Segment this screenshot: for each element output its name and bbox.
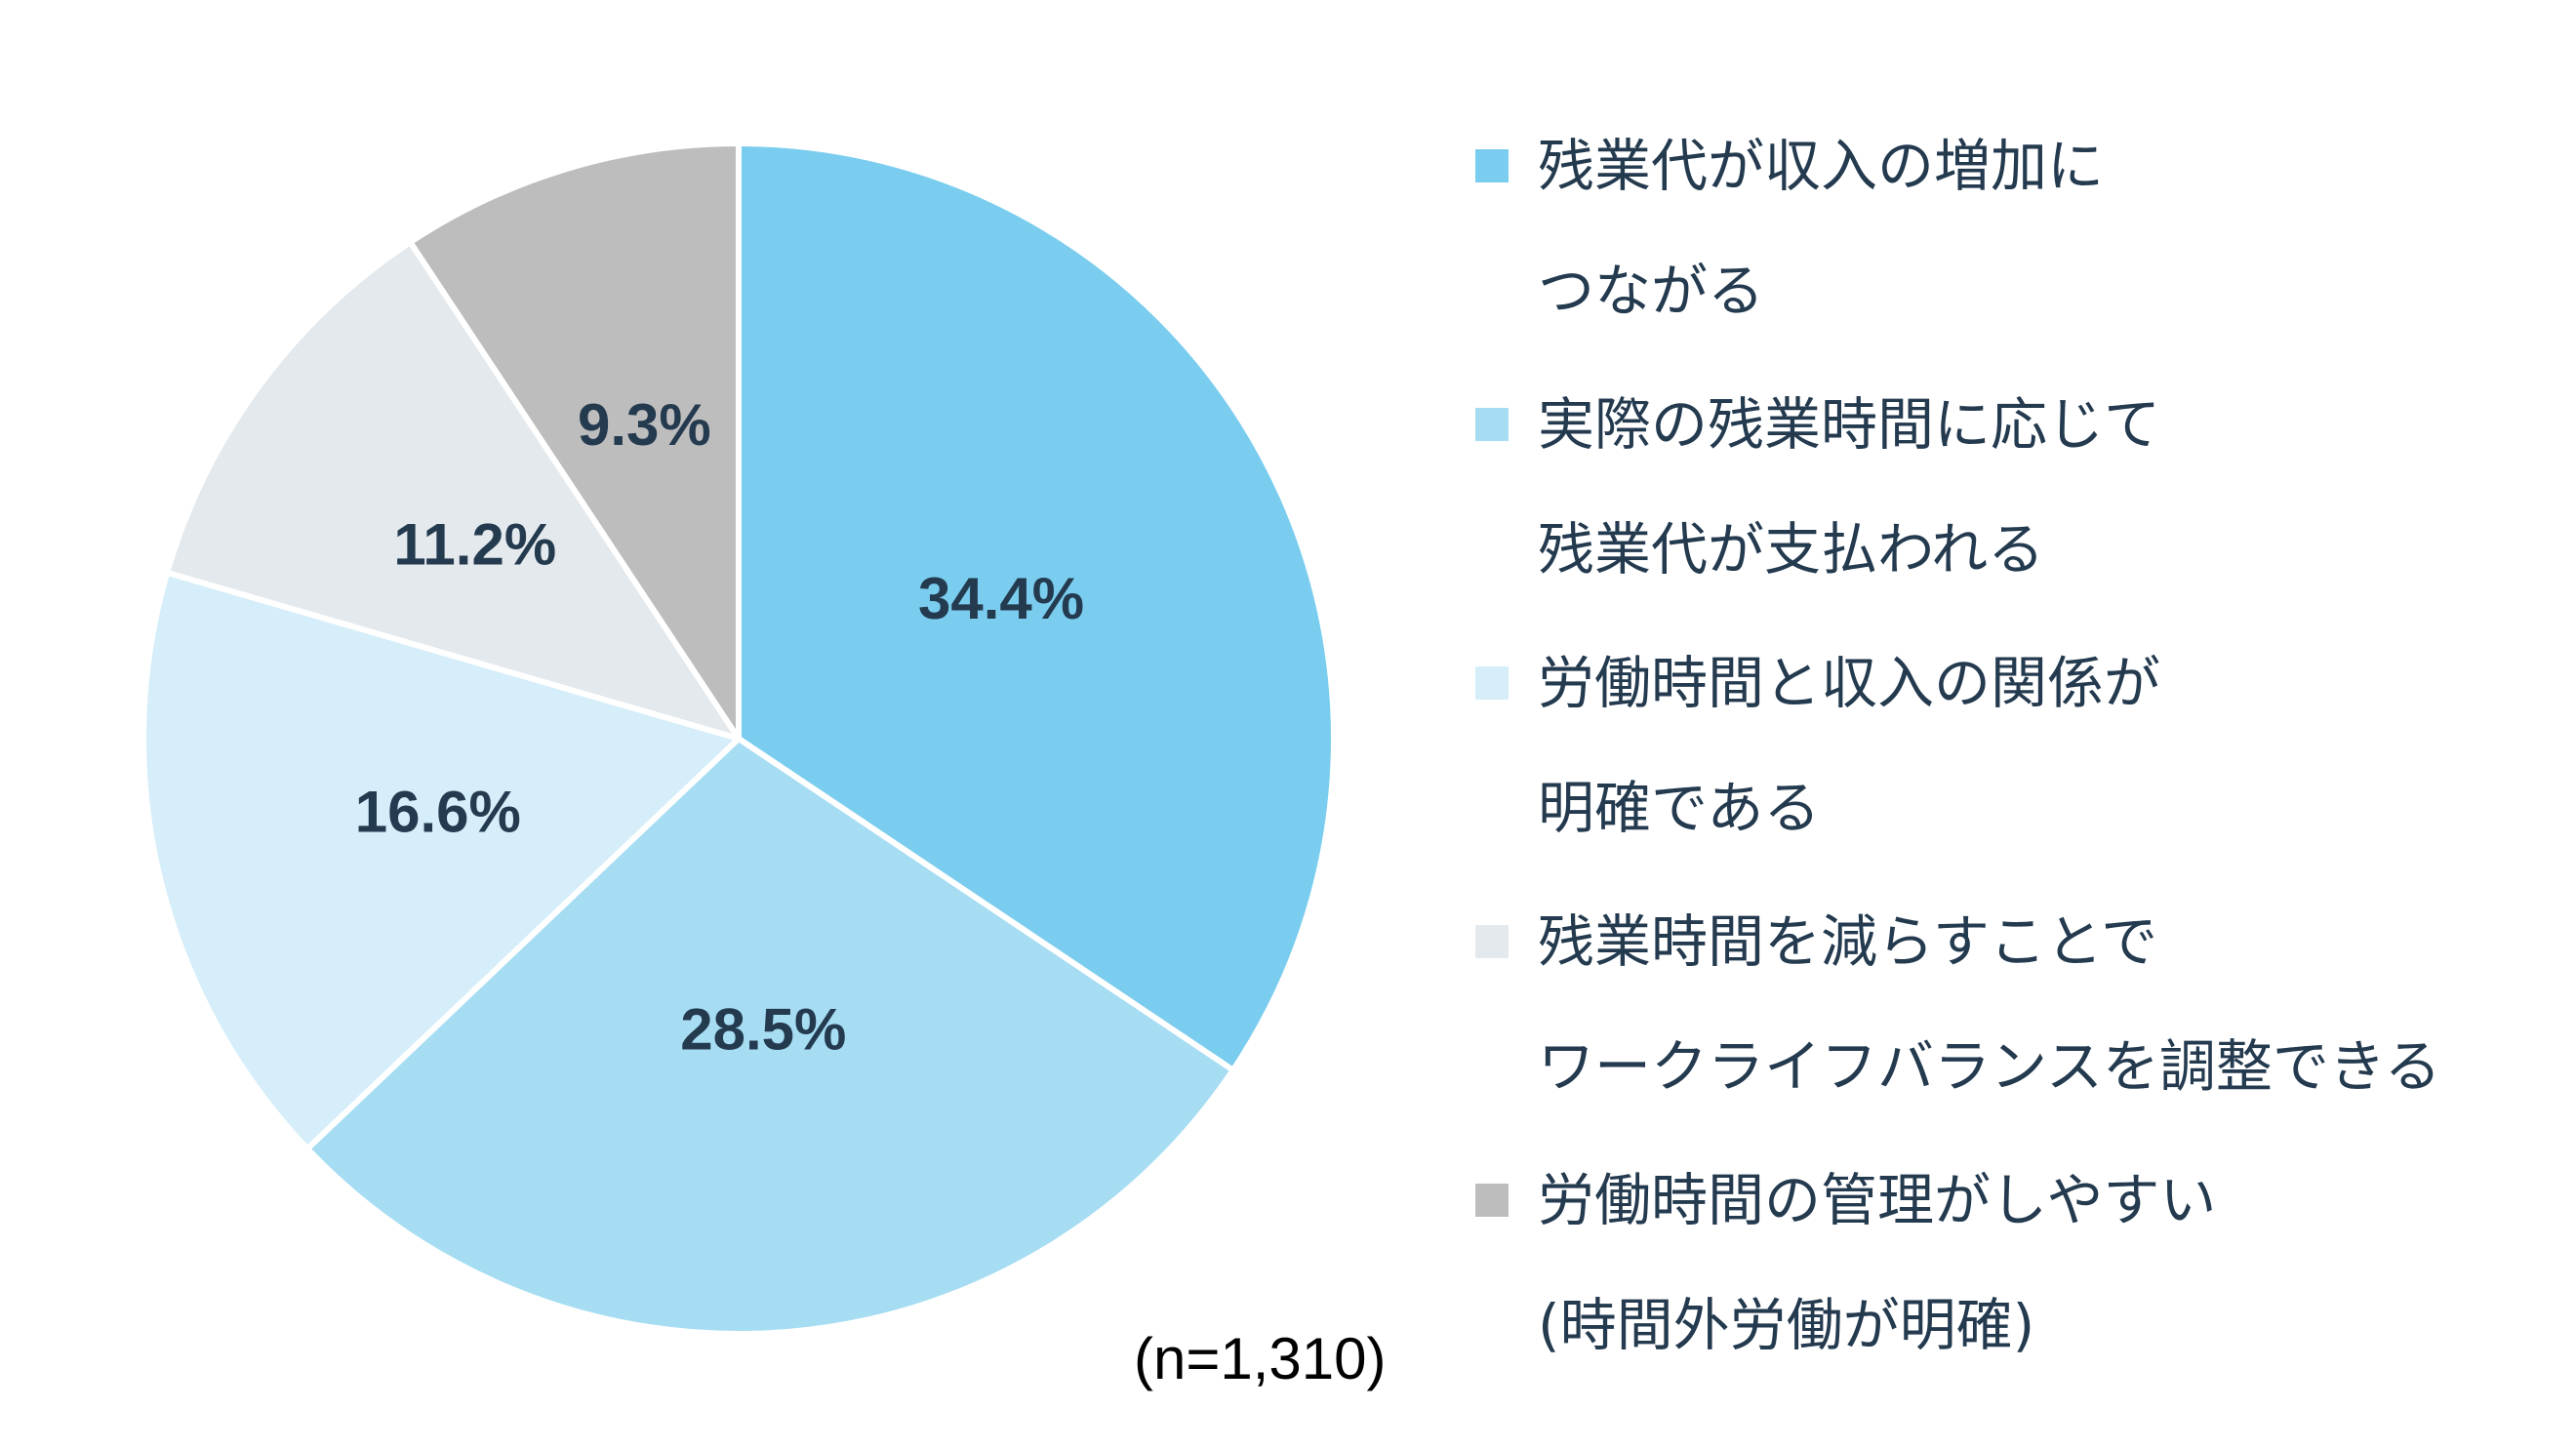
legend: 残業代が収入の増加につながる実際の残業時間に応じて残業代が支払われる労働時間と収… (1475, 133, 2441, 1358)
legend-label-3-line-2: 明確である (1538, 775, 1820, 841)
pie-slice-1 (736, 141, 1337, 1073)
pie-slice-3 (141, 569, 742, 1152)
pie-value-label-4: 11.2% (393, 512, 556, 578)
pie-slices (141, 141, 1337, 1337)
pie-slice-4 (164, 239, 742, 742)
pie-value-label-5: 9.3% (578, 392, 711, 458)
pie-value-label-3: 16.6% (355, 780, 521, 845)
legend-label-4-line-1: 残業時間を減らすことで (1538, 908, 2157, 975)
legend-label-4-line-2: ワークライフバランスを調整できる (1538, 1033, 2441, 1100)
legend-label-2-line-1: 実際の残業時間に応じて (1538, 391, 2160, 458)
pie-value-label-1: 34.4% (918, 566, 1084, 631)
sample-size-note: (n=1,310) (1134, 1326, 1387, 1391)
legend-swatch-5 (1475, 1184, 1509, 1217)
legend-label-3-line-1: 労働時間と収入の関係が (1538, 650, 2160, 716)
pie-slice-5 (407, 141, 742, 742)
legend-swatch-3 (1475, 666, 1509, 700)
legend-swatch-4 (1475, 925, 1509, 958)
legend-swatch-1 (1475, 149, 1509, 182)
pie-slice-2 (303, 736, 1236, 1337)
pie-value-label-2: 28.5% (680, 996, 846, 1062)
legend-label-2-line-2: 残業代が支払われる (1538, 516, 2044, 583)
legend-swatch-2 (1475, 408, 1509, 441)
legend-label-1-line-2: つながる (1538, 258, 1764, 324)
legend-label-5-line-1: 労働時間の管理がしやすい (1538, 1167, 2216, 1233)
legend-item-5: 労働時間の管理がしやすい (時間外労働が明確) (1475, 1167, 2216, 1358)
legend-label-5-line-2: (時間外労働が明確) (1538, 1292, 2034, 1358)
pie-value-labels: 34.4% 28.5% 16.6% 11.2% 9.3% (355, 392, 1084, 1062)
legend-label-1-line-1: 残業代が収入の増加に (1538, 133, 2104, 199)
